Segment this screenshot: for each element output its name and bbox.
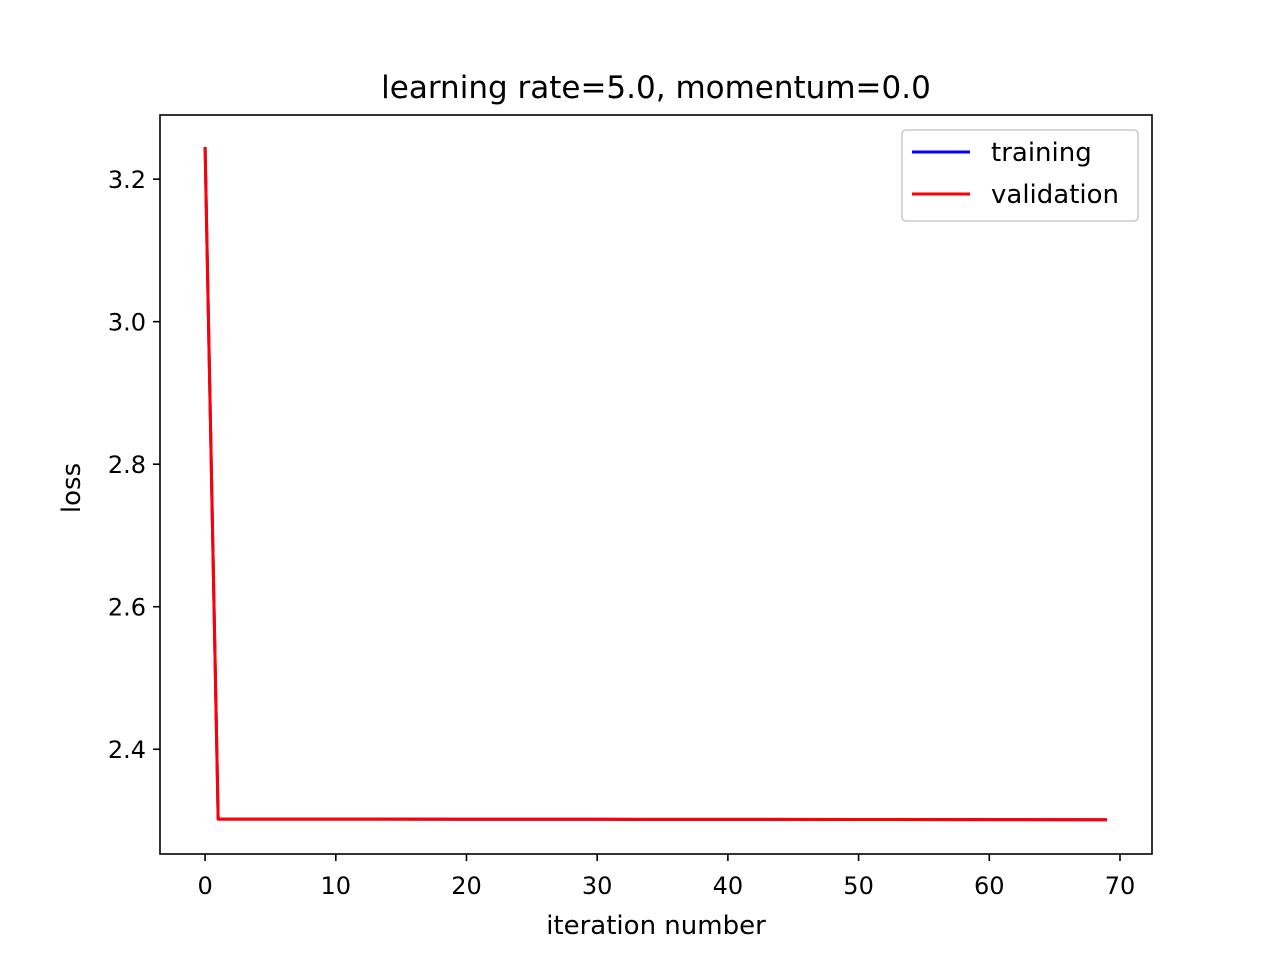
y-axis-label: loss: [57, 463, 87, 513]
legend: training validation: [901, 129, 1139, 222]
chart-title: learning rate=5.0, momentum=0.0: [381, 70, 931, 106]
x-tick-label: 20: [451, 872, 482, 900]
x-tick-label: 50: [843, 872, 874, 900]
legend-label-validation: validation: [991, 180, 1119, 210]
y-tick-label: 2.6: [108, 594, 146, 622]
axis-ticks: 0 10 20 30 40 50 60 70 2.4 2.6 2.8 3.0 3.2: [108, 166, 1135, 900]
x-tick-label: 70: [1105, 872, 1136, 900]
axes-frame: [159, 114, 1153, 855]
x-tick-label: 0: [197, 872, 212, 900]
y-tick-label: 2.4: [108, 736, 146, 764]
x-tick-label: 10: [321, 872, 352, 900]
y-tick-label: 3.0: [108, 309, 146, 337]
x-axis-label: iteration number: [546, 911, 766, 941]
x-tick-label: 30: [582, 872, 613, 900]
x-tick-label: 60: [974, 872, 1005, 900]
y-tick-label: 2.8: [108, 451, 146, 479]
y-tick-label: 3.2: [108, 166, 146, 194]
series-line-validation: [203, 147, 1107, 822]
legend-label-training: training: [991, 138, 1092, 168]
plot-area: [203, 147, 1107, 822]
x-tick-label: 40: [713, 872, 744, 900]
